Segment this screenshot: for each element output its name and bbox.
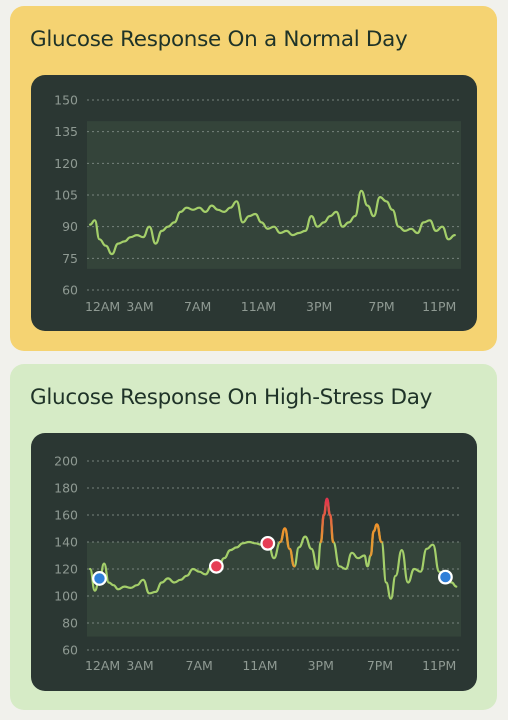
red-marker: [208, 558, 224, 574]
normal-day-chart: 150 135 120 105 90 75 60 12AM 3AM 7AM 11AM 3PM 7PM 11…: [31, 75, 477, 331]
x-tick-label: 3AM: [126, 299, 153, 314]
normal-day-chart-svg: 150 135 120 105 90 75 60 12AM 3AM 7AM 11AM 3PM 7PM 11…: [54, 93, 461, 314]
normal-day-card: Glucose Response On a Normal Day 150 135 1…: [10, 6, 497, 351]
y-tick-label: 140: [54, 535, 78, 550]
stress-day-card: Glucose Response On High-Stress Day 200 1…: [10, 364, 497, 710]
x-tick-label: 11PM: [422, 658, 456, 673]
x-tick-label: 11AM: [241, 299, 276, 314]
y-tick-label: 90: [62, 219, 78, 234]
x-tick-label: 7PM: [367, 658, 393, 673]
glucose-line: [89, 189, 456, 256]
stress-day-chart: 200 180 160 140 120 100 80 60 12AM 3AM 7AM 11AM 3PM 7…: [31, 433, 477, 691]
blue-marker: [438, 569, 453, 585]
y-tick-label: 60: [62, 283, 78, 298]
x-tick-label: 11PM: [422, 299, 456, 314]
x-tick-label: 7PM: [368, 299, 394, 314]
glucose-spike: [279, 527, 296, 568]
red-marker: [260, 535, 276, 551]
y-tick-label: 80: [62, 616, 78, 631]
y-tick-label: 135: [54, 124, 78, 139]
x-tick-label: 7AM: [184, 299, 211, 314]
stress-day-chart-svg: 200 180 160 140 120 100 80 60 12AM 3AM 7AM 11AM 3PM 7…: [54, 454, 461, 673]
y-tick-label: 200: [54, 454, 78, 469]
x-tick-label: 3AM: [126, 658, 153, 673]
glucose-spike: [369, 523, 383, 557]
x-tick-label: 3PM: [308, 658, 334, 673]
y-tick-label: 100: [54, 589, 78, 604]
x-tick-label: 3PM: [306, 299, 332, 314]
x-tick-label: 12AM: [85, 299, 120, 314]
glucose-spike: [319, 497, 335, 544]
y-tick-label: 75: [62, 251, 78, 266]
x-tick-label: 11AM: [242, 658, 277, 673]
y-tick-label: 150: [54, 93, 78, 108]
y-tick-label: 120: [54, 562, 78, 577]
y-tick-label: 160: [54, 508, 78, 523]
y-tick-label: 180: [54, 481, 78, 496]
y-tick-label: 105: [54, 188, 78, 203]
y-tick-label: 60: [62, 643, 78, 658]
normal-day-title: Glucose Response On a Normal Day: [30, 27, 408, 52]
blue-marker: [92, 571, 107, 586]
stress-day-title: Glucose Response On High-Stress Day: [30, 385, 433, 410]
x-tick-label: 7AM: [186, 658, 213, 673]
y-tick-label: 120: [54, 156, 78, 171]
x-tick-label: 12AM: [85, 658, 120, 673]
